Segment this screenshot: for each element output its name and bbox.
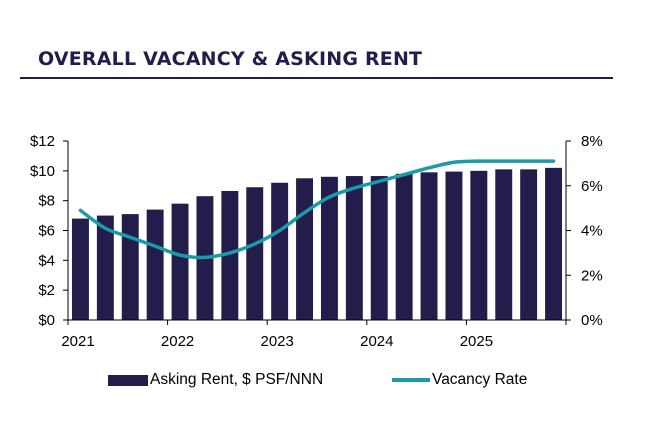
left-axis-label: $12 xyxy=(30,133,55,150)
rent-bar-12 xyxy=(345,176,363,320)
rent-bar-7 xyxy=(221,190,239,320)
rent-bar-9 xyxy=(271,182,289,320)
right-axis-label: 6% xyxy=(581,178,603,195)
x-axis-label: 2025 xyxy=(460,333,493,350)
right-axis-label: 8% xyxy=(581,133,603,150)
x-axis-label: 2024 xyxy=(360,333,393,350)
x-axis-label: 2023 xyxy=(261,333,294,350)
left-axis-label: $4 xyxy=(38,252,55,269)
rent-bar-11 xyxy=(320,176,338,320)
legend-item-vacancy-rate: Vacancy Rate xyxy=(392,371,527,389)
right-axis-label: 0% xyxy=(581,312,603,329)
chart-title: OVERALL VACANCY & ASKING RENT xyxy=(38,48,423,70)
rent-bar-20 xyxy=(545,167,563,320)
left-axis-label: $0 xyxy=(38,312,55,329)
rent-bar-5 xyxy=(171,203,189,320)
rent-bar-18 xyxy=(495,169,513,320)
vacancy-line-group xyxy=(78,159,556,260)
vacancy-rate-line xyxy=(78,159,556,260)
legend-item-asking-rent: Asking Rent, $ PSF/NNN xyxy=(108,371,323,389)
legend-swatch-line xyxy=(392,378,430,382)
rent-bar-3 xyxy=(121,214,139,320)
tick-labels: $0 $2 $4 $6 $8 $10 $12 0% 2% 4% 6% 8% 2021 2022 2023 20… xyxy=(30,133,603,350)
chart-legend: Asking Rent, $ PSF/NNN Vacancy Rate xyxy=(0,371,662,395)
left-axis-label: $10 xyxy=(30,163,55,180)
legend-label-vacancy-rate: Vacancy Rate xyxy=(432,371,528,388)
rent-bar-8 xyxy=(246,187,264,320)
right-axis-label: 4% xyxy=(581,223,603,240)
rent-bar-13 xyxy=(370,176,388,320)
rent-bar-4 xyxy=(146,209,164,320)
rent-bar-19 xyxy=(520,169,538,320)
x-axis-label: 2021 xyxy=(61,333,94,350)
rent-bar-2 xyxy=(96,215,114,320)
rent-bar-10 xyxy=(296,178,314,320)
rent-bar-14 xyxy=(395,173,413,320)
legend-swatch-bar xyxy=(108,374,148,386)
title-divider xyxy=(20,77,613,79)
x-axis-label: 2022 xyxy=(161,333,194,350)
left-axis-label: $8 xyxy=(38,193,55,210)
rent-bar-16 xyxy=(445,171,463,320)
right-axis-label: 2% xyxy=(581,267,603,284)
chart-axes xyxy=(63,140,571,325)
left-axis-label: $6 xyxy=(38,223,55,240)
rent-bar-17 xyxy=(470,170,488,320)
rent-bar-1 xyxy=(71,218,89,320)
legend-label-asking-rent: Asking Rent, $ PSF/NNN xyxy=(150,371,324,388)
rent-bar-15 xyxy=(420,172,438,320)
left-axis-label: $2 xyxy=(38,282,55,299)
